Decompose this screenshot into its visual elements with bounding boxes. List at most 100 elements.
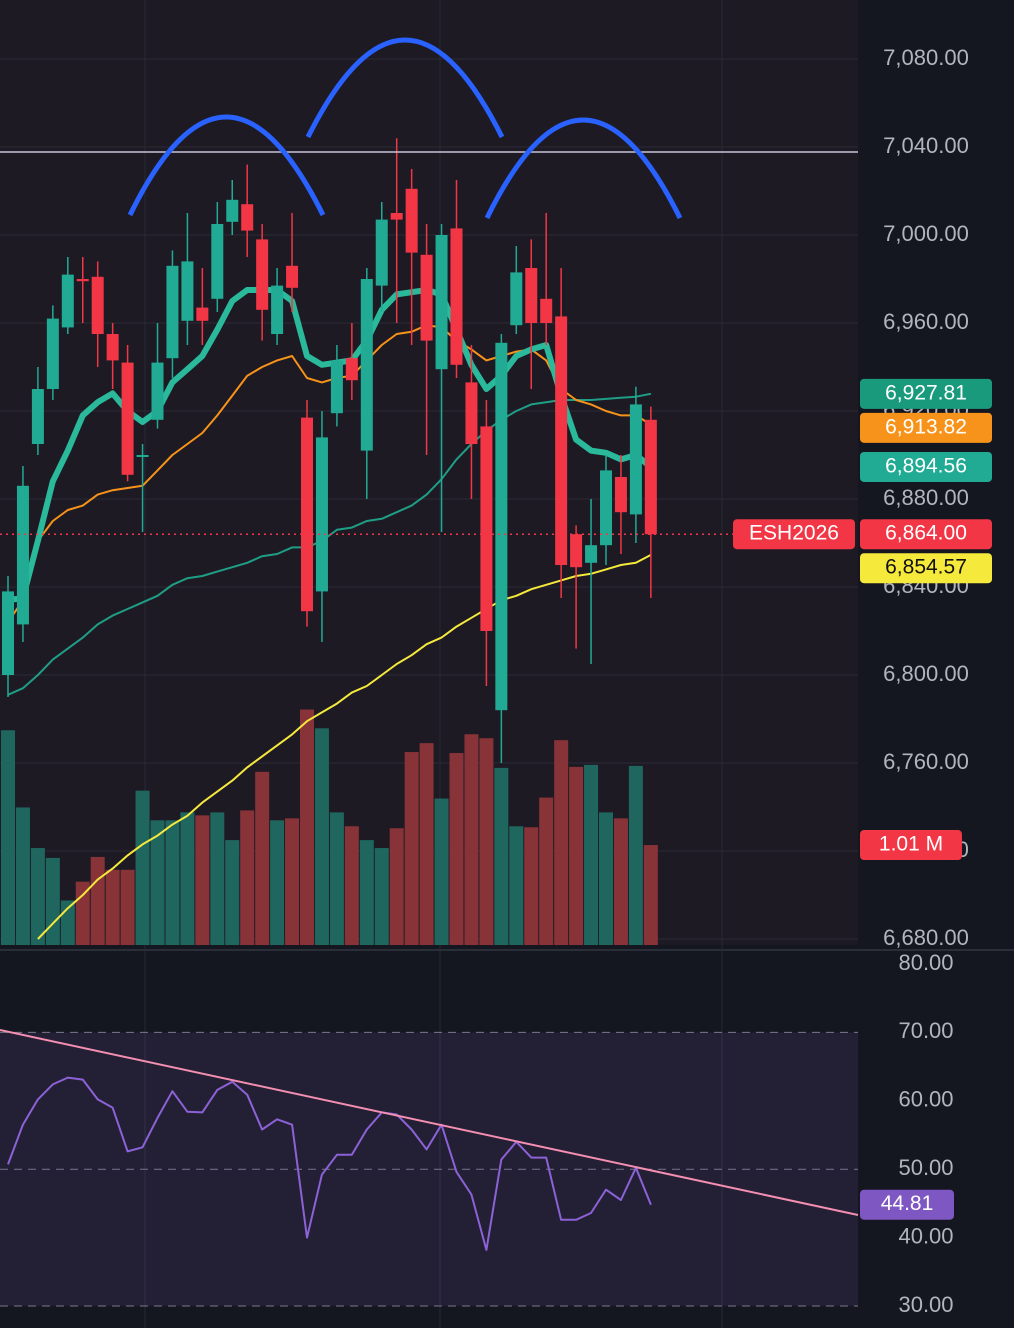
- volume-bar: [479, 738, 494, 945]
- candle-body: [360, 279, 373, 451]
- candle-body: [151, 362, 164, 420]
- candle-body: [31, 388, 44, 444]
- volume-bar: [165, 820, 180, 945]
- candle-body: [525, 268, 538, 324]
- volume-bar: [195, 815, 210, 945]
- candle-body: [166, 265, 179, 359]
- candle-body: [271, 285, 284, 335]
- volume-bar: [329, 812, 344, 945]
- candle-body: [375, 219, 388, 286]
- candle-body: [121, 362, 134, 475]
- candle-body: [211, 224, 224, 299]
- candle-body: [570, 534, 583, 568]
- volume-bar: [389, 828, 404, 945]
- y-tick-label: 6,680.00: [883, 925, 969, 950]
- volume-bar: [509, 826, 524, 945]
- volume-bar: [539, 797, 554, 945]
- candle-body: [2, 591, 14, 675]
- candle-body: [435, 235, 448, 370]
- volume-bar: [344, 826, 359, 945]
- candle-body: [226, 199, 239, 222]
- volume-bar: [449, 753, 464, 945]
- volume-bar: [105, 869, 120, 945]
- candle-body: [16, 485, 29, 625]
- line: [37, 554, 652, 940]
- candle-body: [585, 545, 598, 563]
- y-tick-label: 6,960.00: [883, 309, 969, 334]
- candle-body: [241, 204, 254, 231]
- volume-bar: [285, 818, 300, 945]
- line: [7, 1076, 652, 1251]
- volume-badge-label: 1.01 M: [879, 833, 943, 856]
- volume-bar: [180, 812, 195, 945]
- y-tick-label: 7,080.00: [883, 45, 969, 70]
- volume-bar: [464, 734, 479, 945]
- volume-bar: [374, 848, 389, 945]
- y-tick-label: 7,040.00: [883, 133, 969, 158]
- y-tick-label: 30.00: [898, 1292, 953, 1317]
- volume-bar: [210, 812, 225, 945]
- price-badge-label: 6,894.56: [885, 455, 967, 478]
- shoulder-arc: [127, 114, 326, 217]
- volume-bar: [45, 857, 60, 945]
- candle-body: [256, 239, 269, 310]
- volume-bar: [554, 740, 569, 945]
- volume-bar: [434, 798, 449, 945]
- price-badge-label: 6,864.00: [885, 522, 967, 545]
- candle-body: [450, 228, 463, 365]
- candle-body: [91, 276, 104, 335]
- candle-body: [106, 334, 119, 361]
- volume-bar: [300, 709, 314, 945]
- y-tick-label: 60.00: [898, 1087, 953, 1112]
- candle-body: [301, 417, 313, 612]
- price-badge: [860, 412, 992, 443]
- volume-bar: [628, 765, 643, 945]
- candle-body: [181, 261, 194, 321]
- volume-bar: [613, 818, 628, 945]
- volume-bar: [494, 767, 509, 945]
- y-tick-label: 50.00: [898, 1155, 953, 1180]
- candle-body: [76, 279, 89, 282]
- drawings: [0, 37, 859, 1216]
- price-badge: [860, 378, 992, 409]
- candle-body: [540, 298, 553, 324]
- volume-bar: [150, 820, 165, 945]
- candle-body: [480, 426, 493, 631]
- line: [7, 392, 652, 696]
- value-badge-label: 44.81: [881, 1192, 934, 1215]
- volume-bar: [404, 752, 419, 945]
- candle-body: [510, 272, 523, 326]
- price-badge: [860, 553, 992, 584]
- volume-bar: [314, 728, 329, 945]
- candle-body: [390, 213, 403, 220]
- candle-body: [614, 476, 627, 513]
- y-tick-label: 70.00: [898, 1018, 953, 1043]
- price-badge-label: 6,927.81: [885, 381, 967, 404]
- head-arc: [305, 37, 505, 139]
- price-badge-label: 6,854.57: [885, 556, 967, 579]
- candle-body: [465, 382, 478, 444]
- volume-bar: [120, 869, 135, 945]
- volume-bar: [90, 856, 105, 945]
- volume-bar: [270, 820, 285, 945]
- volume-bar: [135, 790, 150, 945]
- volume-bar: [584, 764, 599, 945]
- candle-body: [420, 254, 433, 341]
- y-tick-label: 40.00: [898, 1223, 953, 1248]
- volume-bar: [419, 743, 434, 945]
- y-tick-label: 6,880.00: [883, 485, 969, 510]
- candle-body: [600, 470, 612, 546]
- symbol-badge: [733, 519, 855, 550]
- price-badge: [860, 451, 992, 482]
- candle-body: [286, 265, 299, 288]
- candle-body: [495, 342, 508, 711]
- candle-body: [555, 316, 568, 565]
- price-badge-label: 6,913.82: [885, 415, 967, 438]
- symbol-label: ESH2026: [749, 522, 839, 545]
- shoulder-arc: [484, 117, 683, 220]
- y-tick-label: 80.00: [898, 950, 953, 975]
- volume-bar: [643, 845, 658, 945]
- line: [7, 287, 653, 604]
